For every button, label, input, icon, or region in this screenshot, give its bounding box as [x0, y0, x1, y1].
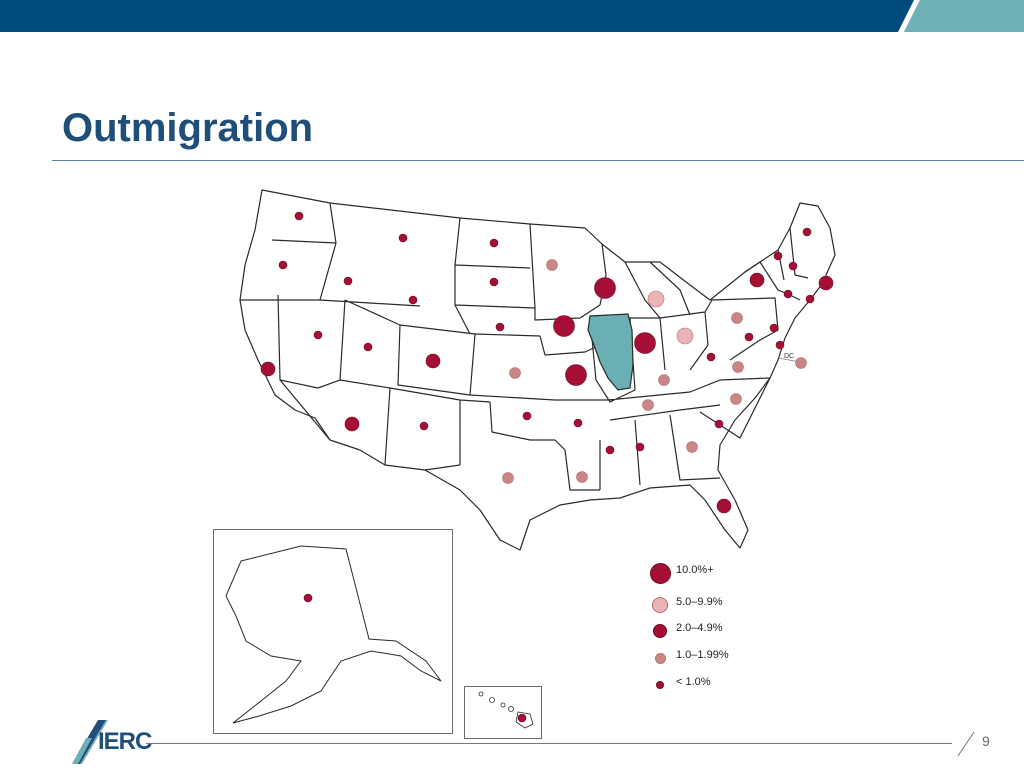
- state-dot-or: [278, 260, 288, 270]
- state-dot-ct: [783, 289, 793, 299]
- state-dot-nc: [730, 393, 742, 405]
- hawaii-map: [478, 691, 534, 729]
- footer-divider: [146, 743, 952, 744]
- header-blue-band: [0, 0, 1024, 32]
- ierc-logo-mark: [72, 720, 108, 764]
- state-dot-mn: [546, 259, 558, 271]
- state-dot-nh: [788, 261, 798, 271]
- title-divider: [52, 160, 1024, 161]
- state-dot-ma: [818, 275, 834, 291]
- state-dot-wi: [594, 277, 616, 299]
- state-dot-ar: [573, 418, 583, 428]
- legend-dot-c0: [656, 681, 664, 689]
- ierc-logo-text: IERC: [98, 728, 152, 755]
- legend-label-c2: 2.0–4.9%: [676, 622, 723, 634]
- alaska-map: [225, 545, 442, 724]
- legend-label-c10: 10.0%+: [676, 564, 714, 576]
- state-dot-mo: [565, 364, 587, 386]
- legend-label-c5: 5.0–9.9%: [676, 596, 723, 608]
- header-teal-accent: [904, 0, 1024, 32]
- state-dot-wa: [294, 211, 304, 221]
- state-dot-ne: [495, 322, 505, 332]
- state-dot-ak: [303, 593, 313, 603]
- state-dot-ri: [805, 294, 815, 304]
- legend-item-c10: 10.0%+: [648, 562, 758, 584]
- legend-item-c0: < 1.0%: [648, 674, 758, 694]
- state-outlines: [239, 189, 836, 551]
- state-dot-ky: [658, 374, 670, 386]
- legend-dot-c2: [653, 624, 667, 638]
- legend-dot-c5: [652, 597, 668, 613]
- state-dot-ga: [686, 441, 698, 453]
- state-dot-de: [775, 340, 785, 350]
- hawaii-islands: [478, 691, 534, 729]
- state-dot-hi: [517, 713, 527, 723]
- state-dot-mt: [398, 233, 408, 243]
- state-dot-ia: [553, 315, 575, 337]
- state-dot-ok: [522, 411, 532, 421]
- state-dot-ms: [605, 445, 615, 455]
- state-dot-md: [744, 332, 754, 342]
- state-dot-dc: [795, 357, 807, 369]
- state-dot-oh: [676, 327, 694, 345]
- state-lines: [240, 202, 809, 491]
- legend-label-c0: < 1.0%: [676, 676, 711, 688]
- state-dot-nv: [313, 330, 323, 340]
- us-outmigration-map: [239, 189, 836, 551]
- alaska-inset: [213, 529, 453, 734]
- header-bar: [0, 0, 1024, 32]
- legend-dot-c10: [649, 562, 671, 584]
- state-dot-co: [425, 353, 441, 369]
- state-dot-in: [634, 332, 656, 354]
- state-dot-sc: [714, 419, 724, 429]
- legend-label-c1: 1.0–1.99%: [676, 649, 729, 661]
- state-dot-al: [635, 442, 645, 452]
- state-dot-va: [732, 361, 744, 373]
- state-dot-wv: [706, 352, 716, 362]
- hawaii-inset: [464, 686, 542, 739]
- legend-item-c1: 1.0–1.99%: [648, 647, 758, 667]
- state-dot-vt: [773, 251, 783, 261]
- state-dot-nd: [489, 238, 499, 248]
- dc-label: DC: [784, 353, 795, 360]
- state-dot-ca: [260, 361, 276, 377]
- state-dot-az: [344, 416, 360, 432]
- state-dot-tn: [642, 399, 654, 411]
- us-outline: [239, 189, 836, 551]
- state-dot-mi: [647, 290, 665, 308]
- page-number: 9: [982, 733, 990, 749]
- slide-title: Outmigration: [62, 106, 314, 150]
- illinois-highlight: [587, 313, 634, 391]
- state-dot-pa: [731, 312, 743, 324]
- header-white-stripe: [898, 0, 920, 32]
- state-dot-sd: [489, 277, 499, 287]
- state-dot-ut: [363, 342, 373, 352]
- legend-item-c5: 5.0–9.9%: [648, 594, 758, 614]
- state-dot-nj: [769, 323, 779, 333]
- state-dot-nm: [419, 421, 429, 431]
- alaska-outline: [225, 545, 442, 724]
- footer-slash: [957, 731, 975, 757]
- state-dot-ny: [749, 272, 765, 288]
- state-dot-id: [343, 276, 353, 286]
- legend-dot-c1: [654, 652, 666, 664]
- state-dot-fl: [716, 498, 732, 514]
- state-dot-la: [576, 471, 588, 483]
- state-dot-wy: [408, 295, 418, 305]
- state-dot-tx: [502, 472, 514, 484]
- state-dot-ks: [509, 367, 521, 379]
- state-dot-me: [802, 227, 812, 237]
- legend-item-c2: 2.0–4.9%: [648, 620, 758, 640]
